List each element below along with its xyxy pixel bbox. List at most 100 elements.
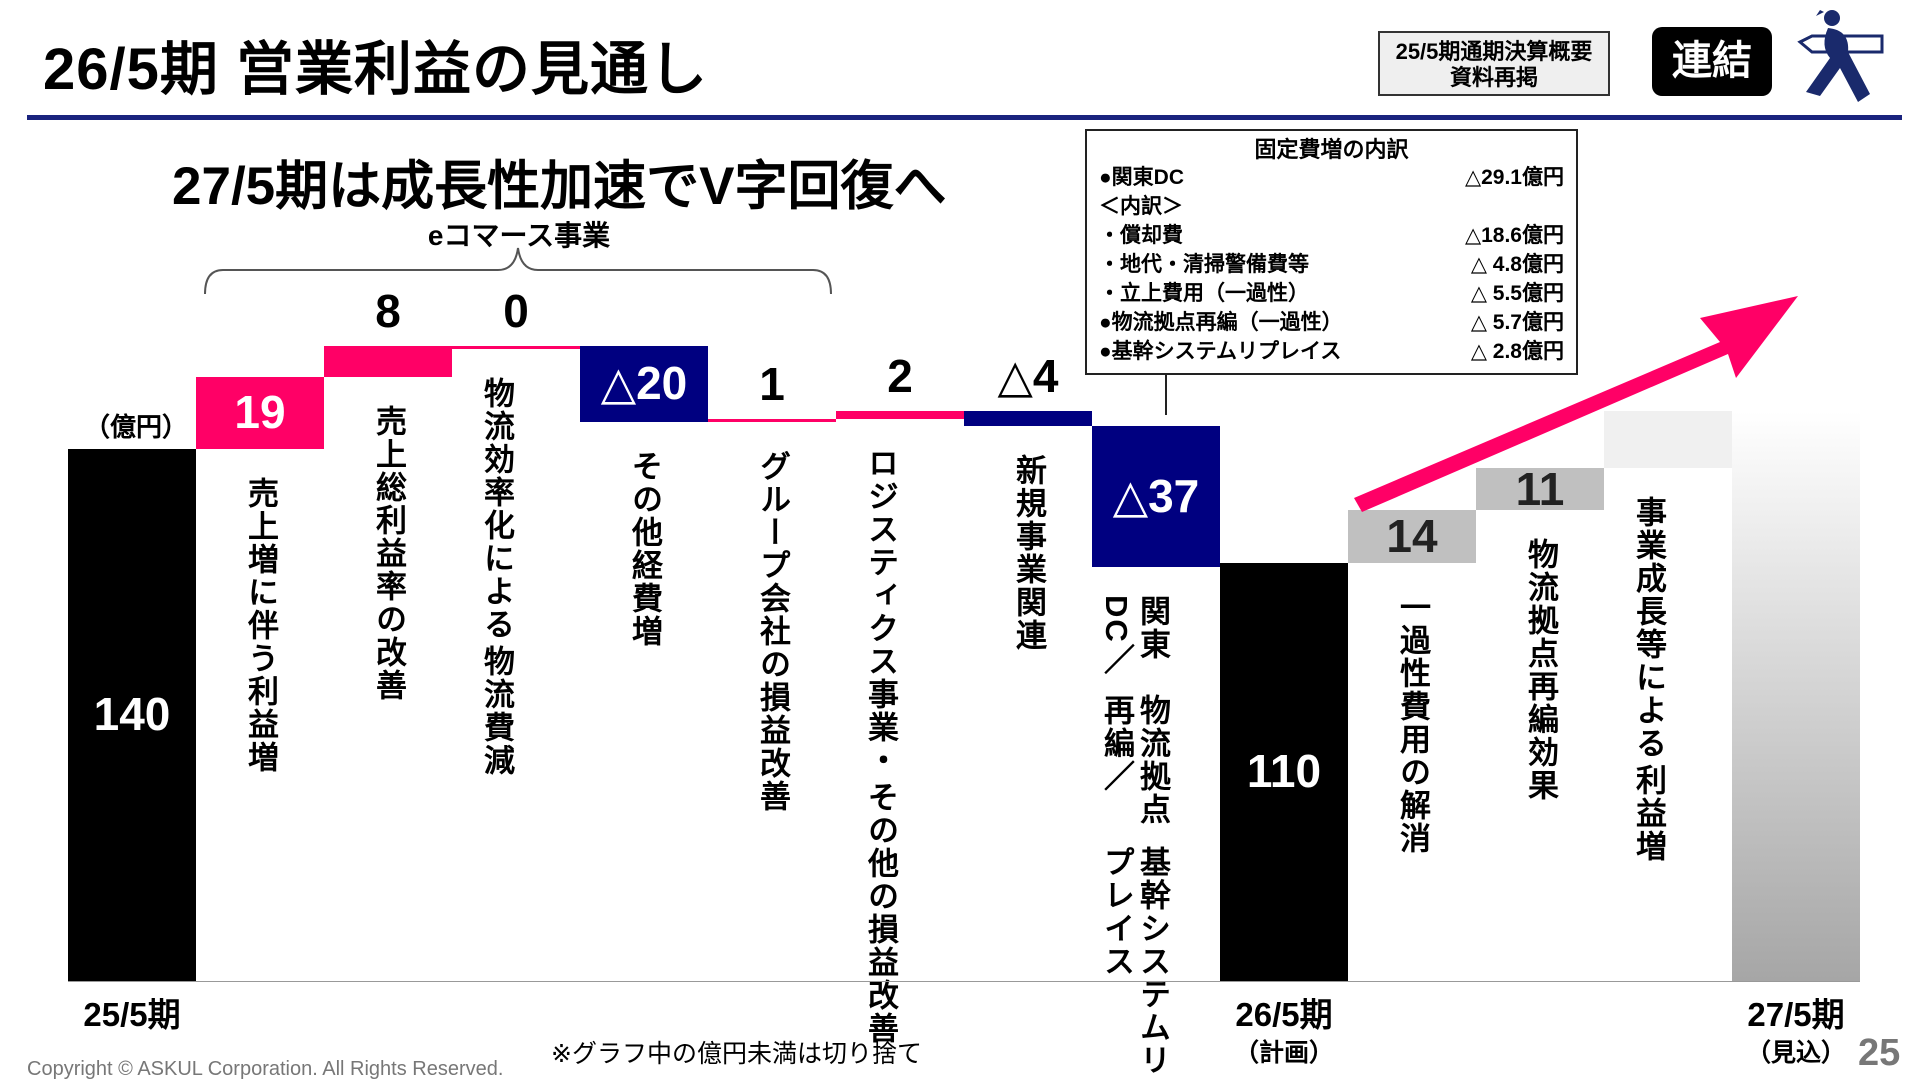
period-sublabel: （見込） xyxy=(1745,1039,1846,1067)
bar-category-label: その他経費増 xyxy=(626,450,662,648)
x-category-label: 27/5期 （見込） xyxy=(1721,996,1871,1072)
bar-decrease xyxy=(1092,426,1220,567)
bar-category-label: 新規事業関連 xyxy=(1010,454,1046,652)
bar-increase xyxy=(196,376,324,449)
category-label-line: 利益増 xyxy=(1631,764,1666,863)
callout-row-label: ・地代・清掃警備費等 xyxy=(1099,253,1309,276)
callout-row: ・償却費 △18.6億円 xyxy=(1099,221,1564,250)
page-title: 26/5期 営業利益の見通し xyxy=(43,37,708,102)
category-label-line: 売上増に伴う利益増 xyxy=(243,477,278,774)
category-label-line: 一過性費用の解消 xyxy=(1395,591,1430,855)
copyright: Copyright © ASKUL Corporation. All Right… xyxy=(27,1058,504,1080)
category-label-line: 売上総利益率の改善 xyxy=(371,404,406,702)
callout-row-label: ・償却費 xyxy=(1099,224,1183,247)
x-axis-line xyxy=(68,981,1860,982)
bar-decrease xyxy=(964,411,1092,427)
bar-value-label: 8 xyxy=(375,285,401,338)
bar-value-label: △37 xyxy=(1112,469,1200,522)
category-label-line: 物流拠点再編効果 xyxy=(1523,537,1558,802)
askul-logo-icon xyxy=(1797,10,1884,102)
callout-leader-line xyxy=(1165,375,1167,415)
category-label-line: その他経費増 xyxy=(627,450,662,649)
category-label-line: 新規事業関連 xyxy=(1011,454,1046,653)
callout-row-label: ●関東DC xyxy=(1099,166,1185,189)
bar-decrease xyxy=(580,346,708,423)
bar-value-label: △20 xyxy=(600,357,688,410)
fixed-cost-breakdown-callout: 固定費増の内訳 ●関東DC △29.1億円 ＜内訳＞ ・償却費 △18.6億円・地代・清… xyxy=(1085,129,1578,375)
bar-total xyxy=(1220,563,1348,981)
bar-value-label: 19 xyxy=(234,385,286,438)
bar-category-label: 売上増に伴う利益増 xyxy=(242,477,278,774)
category-label-line: その他の損益改善 xyxy=(863,780,898,1045)
bar-value-label: 1 xyxy=(759,357,785,410)
group-brace xyxy=(204,247,832,295)
callout-title: 固定費増の内訳 xyxy=(1254,137,1409,162)
callout-row-value: △ 5.7億円 xyxy=(1470,311,1564,334)
reprint-badge: 25/5期通期決算概要 資料再掲 xyxy=(1378,31,1610,96)
bar-category-label: 一過性費用の解消 xyxy=(1394,591,1430,855)
bar-category-label: グループ会社の損益改善 xyxy=(754,450,790,813)
headline: 27/5期は成長性加速でV字回復へ xyxy=(172,157,947,216)
x-category-label: 26/5期 （計画） xyxy=(1209,996,1359,1072)
callout-row-value: △ 2.8億円 xyxy=(1470,340,1564,363)
consolidated-badge: 連結 xyxy=(1652,27,1772,96)
callout-row: ●関東DC △29.1億円 xyxy=(1099,163,1564,192)
callout-row-label: ・立上費用（一過性） xyxy=(1099,282,1309,305)
group-label: eコマース事業 xyxy=(427,220,611,251)
unit-label: （億円） xyxy=(84,412,189,442)
bar-recovery xyxy=(1348,509,1476,563)
period-sublabel: （計画） xyxy=(1233,1039,1334,1067)
callout-row: ・地代・清掃警備費等 △ 4.8億円 xyxy=(1099,250,1564,279)
callout-row: ・立上費用（一過性） △ 5.5億円 xyxy=(1099,279,1564,308)
category-label-line: 関東DC／ xyxy=(1099,594,1170,677)
header-divider xyxy=(27,115,1902,120)
bar-value-label: △4 xyxy=(997,350,1059,402)
category-label-line: 物流拠点再編／ xyxy=(1099,693,1170,826)
category-label-line: ロジスティクス事業・ xyxy=(863,446,898,777)
bar-growth xyxy=(1604,411,1732,468)
bar-increase xyxy=(452,346,580,350)
callout-row-value: △ 5.5億円 xyxy=(1470,282,1564,305)
bar-total xyxy=(68,449,196,981)
callout-row: ●基幹システムリプレイス △ 2.8億円 xyxy=(1099,337,1564,366)
bar-increase xyxy=(324,346,452,377)
bar-category-label: 物流効率化による 物流費減 xyxy=(478,377,514,777)
bar-increase xyxy=(836,411,964,419)
callout-row-value: △29.1億円 xyxy=(1464,166,1564,189)
callout-row: ＜内訳＞ xyxy=(1099,192,1564,221)
bar-value-label: 0 xyxy=(503,285,529,338)
bar-category-label: 事業成長等による利益増 xyxy=(1630,496,1666,863)
callout-row: ●物流拠点再編（一過性） △ 5.7億円 xyxy=(1099,308,1564,337)
rounding-note: ※グラフ中の億円未満は切り捨て xyxy=(551,1040,922,1068)
bar-value-label: 140 xyxy=(93,688,171,740)
category-label-line: 物流効率化による xyxy=(479,377,514,642)
period-label: 27/5期 xyxy=(1747,996,1845,1033)
callout-row-label: ●基幹システムリプレイス xyxy=(1099,340,1342,363)
category-label-line: グループ会社の損益改善 xyxy=(755,450,790,814)
callout-row-label: ●物流拠点再編（一過性） xyxy=(1099,311,1343,334)
bar-recovery xyxy=(1476,468,1604,510)
period-label: 25/5期 xyxy=(83,996,181,1033)
period-label: 26/5期 xyxy=(1235,996,1333,1033)
badge-line-2: 資料再掲 xyxy=(1449,65,1538,90)
bar-category-label: 物流拠点再編効果 xyxy=(1522,538,1558,802)
bar-value-label: 110 xyxy=(1246,745,1322,797)
category-label-line: 基幹システムリプレイス xyxy=(1099,846,1170,1078)
bar-category-label: 売上総利益率の改善 xyxy=(370,405,406,702)
bar-value-label: 14 xyxy=(1386,510,1438,563)
bar-category-label: 関東DC／ 物流拠点再編／ 基幹システムリプレイス xyxy=(1098,595,1170,1080)
x-category-label: 25/5期 xyxy=(57,996,207,1034)
growth-arrow-icon xyxy=(1354,296,1798,512)
page-number: 25 xyxy=(1858,1032,1901,1074)
category-label-line: 事業成長等による xyxy=(1631,496,1666,760)
bar-value-label: 11 xyxy=(1515,462,1565,515)
category-label-line: 物流費減 xyxy=(479,645,514,778)
callout-row-label: ＜内訳＞ xyxy=(1099,195,1183,218)
bar-category-label: ロジスティクス事業・ その他の損益改善 xyxy=(862,447,898,1045)
badge-line-1: 25/5期通期決算概要 xyxy=(1395,39,1593,64)
bar-value-label: 2 xyxy=(887,350,913,402)
bar-increase xyxy=(708,418,836,423)
bar-forecast_total xyxy=(1732,411,1860,981)
callout-row-value: △18.6億円 xyxy=(1464,224,1564,247)
